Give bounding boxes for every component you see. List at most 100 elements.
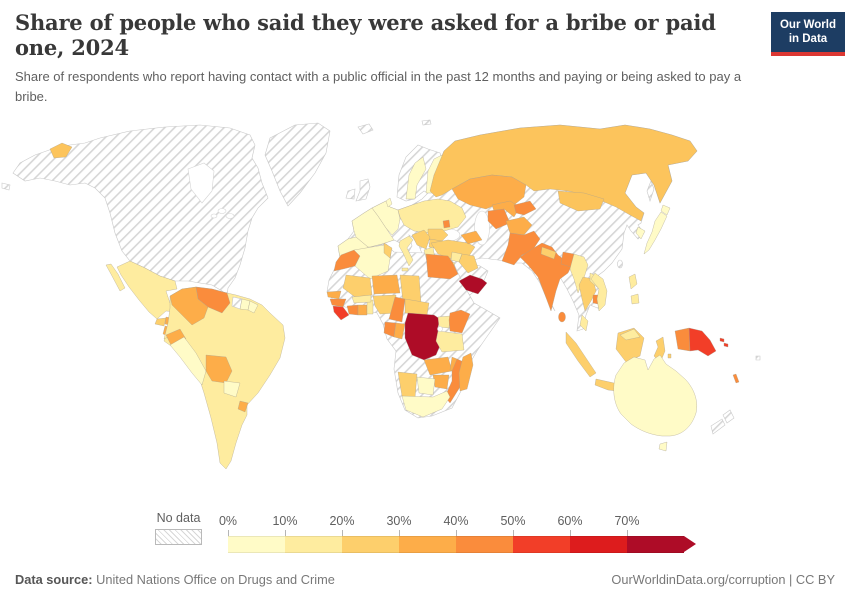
country-sri-lanka[interactable] [558,311,566,323]
country-moldova[interactable] [442,219,451,229]
country-italy[interactable] [398,235,414,267]
country-japan[interactable] [643,211,668,255]
region-caucasus[interactable] [460,230,483,245]
country-united-kingdom[interactable] [355,178,371,202]
country-australia[interactable] [613,354,697,437]
page-title: Share of people who said they were asked… [15,10,716,61]
country-paraguay[interactable] [223,380,241,398]
country-uruguay[interactable] [237,400,249,413]
country-vietnam[interactable] [590,272,608,312]
country-papua-new-guinea[interactable] [688,327,717,357]
country-kenya[interactable] [448,309,471,334]
country-iraq[interactable] [458,253,479,274]
country-kazakhstan[interactable] [451,174,527,210]
region-balkans[interactable] [411,229,431,250]
country-australia-tasmania[interactable] [658,441,668,452]
country-egypt[interactable] [425,253,459,280]
country-ireland[interactable] [345,188,356,200]
legend-tick-label: 30% [386,514,412,528]
country-peru[interactable] [169,336,207,386]
legend-arrow-cap [684,536,696,552]
chart-footer: Data source: United Nations Office on Dr… [15,572,835,587]
region-svalbard[interactable] [421,119,432,126]
country-ghana[interactable] [357,304,368,316]
country-japan-hokkaido[interactable] [660,204,671,216]
country-malaysia-borneo[interactable] [619,328,641,341]
country-india[interactable] [519,242,573,312]
country-senegal[interactable] [326,290,342,300]
hudson-bay [187,162,215,204]
world-map [1,119,761,470]
country-afghanistan[interactable] [505,216,533,236]
legend-tick-label: 40% [443,514,469,528]
legend-tick-label: 20% [329,514,355,528]
country-burkina-faso[interactable] [351,294,372,304]
country-south-korea[interactable] [635,226,646,240]
country-greenland[interactable] [264,122,331,207]
country-madagascar[interactable] [458,352,474,392]
country-mongolia[interactable] [557,190,605,212]
country-guinea[interactable] [329,298,347,308]
legend-bin-50-60%[interactable]: 50% [500,514,570,553]
country-guatemala[interactable] [154,317,167,327]
region-sakhalin[interactable] [646,180,655,202]
country-denmark[interactable] [385,197,393,208]
country-botswana[interactable] [416,376,436,396]
country-tanzania[interactable] [435,330,465,353]
legend-bin-30-40%[interactable]: 30% [386,514,456,553]
country-ecuador[interactable] [165,328,187,348]
country-indonesia-papua[interactable] [674,327,691,352]
country-mexico-baja[interactable] [105,263,126,292]
country-italy-sicily[interactable] [401,267,409,272]
country-new-zealand-north[interactable] [722,409,735,424]
country-congo[interactable] [393,322,406,340]
country-vanuatu[interactable] [732,373,740,384]
attribution[interactable]: OurWorldinData.org/corruption | CC BY [611,572,835,587]
country-niger[interactable] [371,274,401,295]
country-new-zealand-south[interactable] [710,418,726,435]
country-zimbabwe[interactable] [432,374,450,390]
country-philippines-luzon[interactable] [628,273,638,290]
map-legend: No data 0% 10% 20% 30% 40% 50% 60% 70% [0,507,850,559]
owid-logo[interactable]: Our World in Data [771,12,845,56]
country-malaysia-peninsula[interactable] [579,314,589,332]
country-indonesia-moluccas[interactable] [667,353,672,359]
legend-tick-label: 50% [500,514,526,528]
country-philippines-mindanao[interactable] [630,293,640,305]
country-uganda[interactable] [437,315,451,329]
country-french-guiana[interactable] [247,300,259,314]
country-kyrgyzstan-tajikistan[interactable] [513,200,537,216]
country-nigeria[interactable] [372,294,397,315]
country-myanmar[interactable] [569,253,589,294]
legend-bin-70%+[interactable]: 70% [614,514,684,553]
country-tunisia[interactable] [383,242,393,259]
country-fiji[interactable] [755,355,761,361]
country-south-africa[interactable] [401,390,451,418]
legend-no-data[interactable]: No data [155,511,202,545]
country-cameroon[interactable] [388,296,406,323]
legend-bin-10-20%[interactable]: 10% [272,514,342,553]
no-data-label: No data [156,511,201,525]
country-iceland[interactable] [357,123,374,135]
data-source-label: Data source: [15,572,93,587]
country-yemen[interactable] [458,274,488,295]
chart-header: Share of people who said they were asked… [15,10,765,106]
legend-bin-60-70%[interactable]: 60% [557,514,627,553]
country-sweden[interactable] [405,156,427,200]
country-taiwan[interactable] [617,259,623,269]
logo-line2: in Data [788,33,828,46]
country-turkmenistan[interactable] [487,208,511,230]
legend-bin-20-30%[interactable]: 20% [329,514,399,553]
country-indonesia-sumatra[interactable] [565,331,597,378]
data-source-value: United Nations Office on Drugs and Crime [96,572,335,587]
great-lake-3 [210,213,218,219]
country-solomon-islands-2[interactable] [723,342,729,348]
country-nepal[interactable] [540,246,557,260]
country-cote-divoire[interactable] [346,304,359,316]
country-colombia[interactable] [169,286,209,326]
legend-bin-0-10%[interactable]: 0% [219,514,285,553]
country-sierra-leone-liberia[interactable] [332,305,350,321]
legend-bin-40-50%[interactable]: 40% [443,514,513,553]
country-solomon-islands-1[interactable] [719,337,725,343]
region-chukotka-wrap[interactable] [49,142,73,159]
